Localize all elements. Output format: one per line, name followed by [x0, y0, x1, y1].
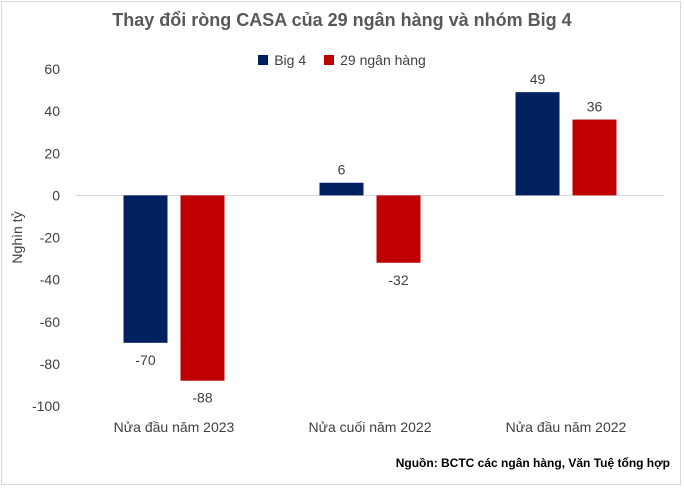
bar	[123, 195, 168, 343]
data-label: -88	[192, 390, 212, 406]
y-tick-label: -80	[40, 356, 60, 372]
legend-swatch-big4	[258, 55, 269, 65]
y-tick-label: -40	[40, 272, 60, 288]
y-tick-label: -20	[40, 230, 60, 246]
chart-title: Thay đổi ròng CASA của 29 ngân hàng và n…	[112, 10, 572, 30]
legend-item-29-banks: 29 ngân hàng	[324, 52, 426, 68]
y-axis-title: Nghìn tỷ	[9, 211, 25, 263]
bar	[376, 195, 421, 263]
legend-item-big4: Big 4	[258, 52, 306, 68]
data-label: -32	[388, 272, 408, 288]
x-tick-label: Nửa cuối năm 2022	[309, 419, 432, 435]
data-label: -70	[135, 352, 155, 368]
y-tick-label: -100	[32, 398, 60, 414]
source-note: Nguồn: BCTC các ngân hàng, Văn Tuệ tổng …	[395, 456, 670, 470]
y-tick-label: -60	[40, 314, 60, 330]
data-label: 49	[530, 71, 546, 87]
y-tick-label: 0	[52, 187, 60, 203]
bar	[515, 92, 560, 196]
legend: Big 4 29 ngân hàng	[0, 52, 684, 68]
x-tick-label: Nửa đầu năm 2023	[114, 419, 235, 435]
legend-swatch-29-banks	[324, 55, 335, 65]
x-tick-label: Nửa đầu năm 2022	[506, 419, 627, 435]
bar	[180, 195, 225, 381]
bar	[572, 119, 617, 196]
bar	[319, 182, 364, 196]
legend-label-29-banks: 29 ngân hàng	[340, 52, 426, 68]
data-label: 36	[587, 99, 603, 115]
y-tick-label: 20	[44, 145, 60, 161]
y-tick-label: 60	[44, 61, 60, 77]
data-label: 6	[338, 162, 346, 178]
legend-label-big4: Big 4	[274, 52, 307, 68]
y-tick-label: 40	[44, 103, 60, 119]
